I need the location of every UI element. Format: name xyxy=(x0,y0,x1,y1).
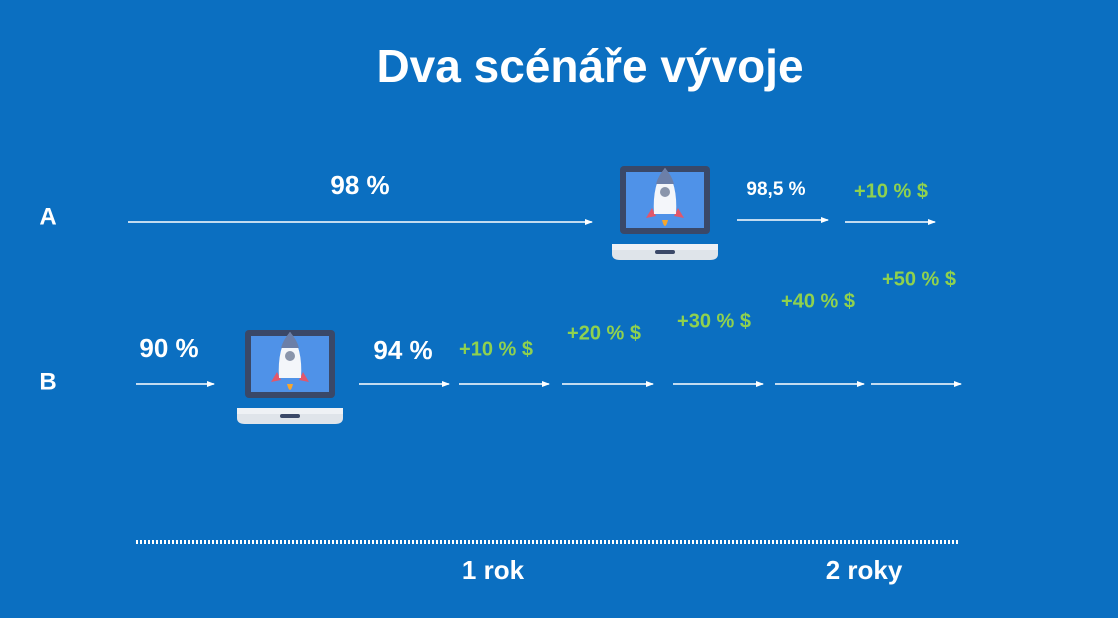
gain-label: +50 % $ xyxy=(882,268,956,290)
laptop-rocket-icon xyxy=(237,330,343,424)
laptop-rocket-icon xyxy=(612,166,718,260)
step-label: 90 % xyxy=(139,333,198,363)
gain-label: +30 % $ xyxy=(677,310,751,332)
step-label: 98 % xyxy=(330,170,389,200)
timeline-label: 2 roky xyxy=(826,555,903,585)
row-label: B xyxy=(39,368,56,395)
title: Dva scénáře vývoje xyxy=(376,40,803,92)
row-label: A xyxy=(39,203,56,230)
timeline-label: 1 rok xyxy=(462,555,525,585)
gain-label: +40 % $ xyxy=(781,290,855,312)
gain-label: +10 % $ xyxy=(854,180,928,202)
step-label: 94 % xyxy=(373,335,432,365)
gain-label: +10 % $ xyxy=(459,338,533,360)
step-label: 98,5 % xyxy=(746,179,805,200)
gain-label: +20 % $ xyxy=(567,322,641,344)
